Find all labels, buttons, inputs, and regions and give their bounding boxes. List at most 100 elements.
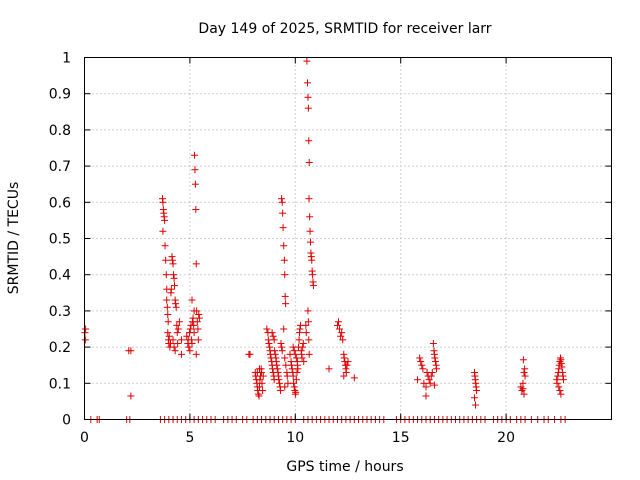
y-tick-label: 0.8 [49, 123, 71, 139]
data-point [309, 282, 317, 290]
data-point [275, 376, 283, 384]
data-point [259, 387, 267, 395]
data-point [277, 339, 285, 347]
data-point [173, 329, 181, 337]
data-point [190, 329, 198, 337]
data-point [265, 339, 273, 347]
data-point [306, 227, 314, 235]
data-point [164, 329, 172, 337]
data-point [302, 321, 310, 329]
data-point [293, 358, 301, 366]
data-point [333, 321, 341, 329]
data-point [339, 336, 347, 344]
data-point [175, 318, 183, 326]
data-point [291, 350, 299, 358]
data-point [302, 329, 310, 337]
data-point [340, 372, 348, 380]
data-point [191, 180, 199, 188]
data-point [273, 365, 281, 373]
data-point [428, 368, 436, 376]
data-point [188, 339, 196, 347]
data-point [171, 282, 179, 290]
data-point [520, 390, 528, 398]
data-point [519, 379, 527, 387]
data-point [189, 314, 197, 322]
data-point [556, 387, 564, 395]
data-point [300, 358, 308, 366]
data-point [256, 376, 264, 384]
data-point [279, 209, 287, 217]
grid-lines [84, 57, 612, 420]
x-axis-title: GPS time / hours [286, 459, 403, 475]
data-point [82, 325, 90, 333]
data-point [163, 303, 171, 311]
data-point [337, 332, 345, 340]
data-point [422, 392, 430, 400]
data-point [555, 383, 563, 391]
data-point [174, 339, 182, 347]
data-point [167, 285, 175, 293]
axis-ticks [84, 57, 612, 420]
data-point [420, 379, 428, 387]
data-point [163, 296, 171, 304]
data-point [304, 93, 312, 101]
data-point [183, 332, 191, 340]
data-point [433, 365, 441, 373]
y-tick-label: 0 [62, 413, 71, 429]
data-point [470, 394, 478, 402]
y-tick-label: 1 [62, 51, 71, 67]
data-point [473, 387, 481, 395]
data-point [127, 392, 135, 400]
data-point [255, 365, 263, 373]
data-point [81, 336, 89, 344]
y-axis-title: SRMTID / TECUs [6, 182, 22, 295]
y-tick-label: 0.2 [49, 340, 71, 356]
data-point [290, 379, 298, 387]
data-point [174, 325, 182, 333]
data-point [255, 392, 263, 400]
data-point [188, 296, 196, 304]
data-point [281, 292, 289, 300]
data-point [192, 350, 200, 358]
data-point [169, 260, 177, 268]
data-point [430, 381, 438, 389]
data-point [172, 303, 180, 311]
data-point [304, 307, 312, 315]
data-point [255, 383, 263, 391]
data-point [340, 354, 348, 362]
y-tick-labels: 0 0.1 0.2 0.3 0.4 0.5 0.6 0.7 0.8 0.9 1 [49, 51, 71, 429]
data-point [195, 314, 203, 322]
data-point [194, 336, 202, 344]
data-point [162, 271, 170, 279]
data-point [164, 311, 172, 319]
data-point [159, 198, 167, 206]
data-point [296, 325, 304, 333]
data-point [280, 242, 288, 250]
data-point [304, 104, 312, 112]
data-point [168, 256, 176, 264]
data-point [521, 372, 529, 380]
data-point [279, 224, 287, 232]
data-point [472, 401, 480, 409]
data-point [186, 347, 194, 355]
data-point [191, 166, 199, 174]
y-tick-label: 0.1 [49, 376, 71, 392]
data-point [170, 343, 178, 351]
data-point [305, 137, 313, 145]
data-point [190, 307, 198, 315]
data-point [127, 347, 135, 355]
data-point [246, 350, 254, 358]
data-point [288, 361, 296, 369]
data-point [303, 57, 311, 65]
data-point [278, 195, 286, 203]
data-point [429, 339, 437, 347]
data-point [431, 354, 439, 362]
data-point [171, 347, 179, 355]
data-point [264, 336, 272, 344]
data-point [177, 350, 185, 358]
data-point [306, 213, 314, 221]
data-point [162, 256, 170, 264]
data-point [283, 372, 291, 380]
data-point [253, 368, 261, 376]
